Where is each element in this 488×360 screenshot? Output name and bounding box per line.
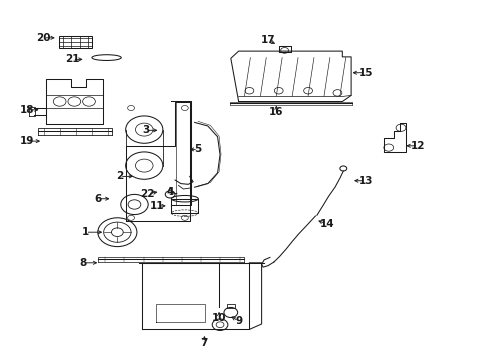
Text: 16: 16 — [268, 107, 283, 117]
Text: 11: 11 — [150, 201, 164, 211]
Text: 17: 17 — [260, 35, 275, 45]
Text: 22: 22 — [140, 189, 155, 199]
Text: 12: 12 — [410, 141, 425, 151]
Text: 21: 21 — [65, 54, 80, 64]
Text: 15: 15 — [358, 68, 372, 78]
Text: 2: 2 — [116, 171, 123, 181]
Text: 9: 9 — [235, 316, 242, 326]
Text: 20: 20 — [36, 33, 50, 43]
Text: 3: 3 — [142, 125, 149, 135]
Text: 5: 5 — [194, 144, 201, 154]
Text: 18: 18 — [20, 105, 34, 115]
Text: 14: 14 — [319, 219, 333, 229]
Text: 10: 10 — [211, 312, 226, 323]
Text: 1: 1 — [82, 227, 89, 237]
Text: 7: 7 — [200, 338, 208, 348]
Text: 4: 4 — [166, 186, 174, 197]
Text: 13: 13 — [358, 176, 372, 186]
Text: 6: 6 — [94, 194, 101, 204]
Text: 8: 8 — [80, 258, 86, 268]
Text: 19: 19 — [20, 136, 34, 146]
